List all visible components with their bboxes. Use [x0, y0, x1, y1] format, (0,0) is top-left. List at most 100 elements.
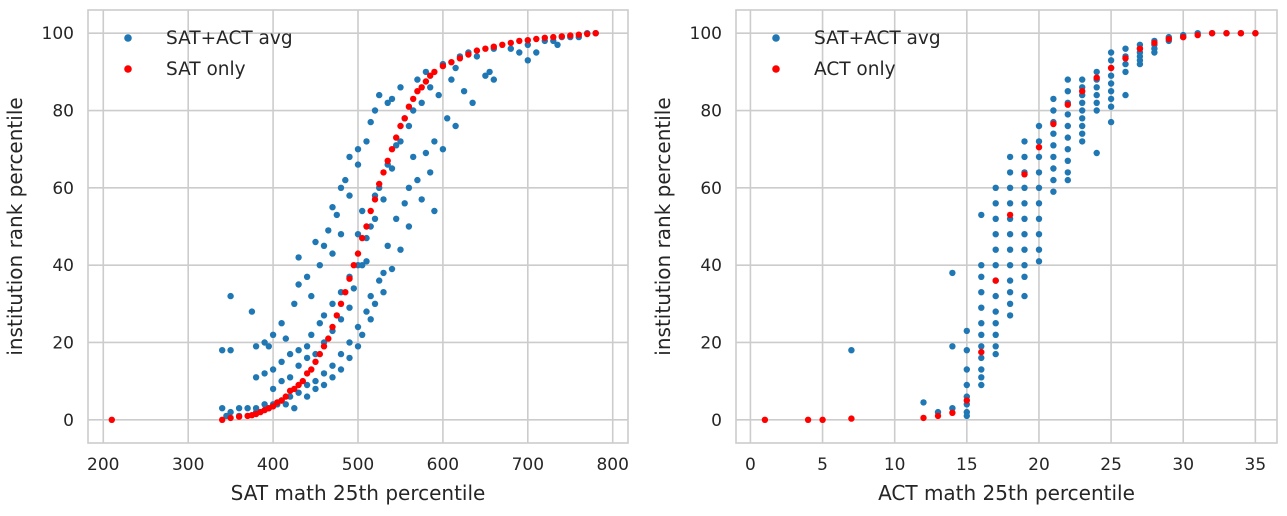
point-sat-act-avg	[363, 258, 370, 265]
point-only	[380, 169, 387, 176]
point-only	[384, 157, 391, 164]
point-only	[235, 413, 243, 420]
point-sat-act-avg	[337, 231, 345, 238]
point-sat-act-avg	[354, 343, 362, 350]
point-sat-act-avg	[1050, 130, 1057, 137]
point-sat-act-avg	[1050, 188, 1057, 195]
point-sat-act-avg	[303, 381, 311, 389]
point-sat-act-avg	[1035, 215, 1043, 222]
y-tick-labels: 0 20 40 60 80 100	[690, 24, 722, 431]
point-sat-act-avg	[282, 401, 289, 408]
point-sat-act-avg	[393, 142, 400, 149]
point-only	[1122, 55, 1129, 62]
point-sat-act-avg	[397, 138, 404, 145]
point-sat-act-avg	[1021, 292, 1028, 300]
point-sat-act-avg	[1064, 111, 1072, 118]
x-axis-title: SAT math 25th percentile	[231, 481, 486, 505]
y-tick-label: 100	[690, 24, 722, 44]
point-sat-act-avg	[1021, 184, 1028, 191]
point-sat-act-avg	[1122, 45, 1129, 52]
y-tick-label: 40	[52, 256, 74, 276]
point-sat-act-avg	[346, 153, 353, 161]
point-sat-act-avg	[303, 393, 311, 400]
point-sat-act-avg	[414, 76, 421, 83]
point-only	[363, 223, 370, 230]
y-tick-label: 60	[700, 179, 722, 199]
point-sat-act-avg	[1107, 88, 1115, 95]
point-sat-act-avg	[410, 153, 417, 161]
point-sat-act-avg	[261, 339, 268, 346]
point-sat-act-avg	[303, 273, 311, 280]
point-only	[963, 397, 970, 404]
point-sat-act-avg	[1006, 289, 1014, 296]
point-only	[1194, 31, 1201, 39]
y-tick-label: 40	[700, 256, 722, 276]
point-sat-act-avg	[320, 370, 328, 377]
point-sat-act-avg	[963, 381, 970, 389]
point-sat-act-avg	[1093, 149, 1100, 157]
point-only	[299, 377, 306, 385]
y-tick-label: 80	[52, 102, 74, 122]
point-sat-act-avg	[1035, 200, 1043, 207]
x-tick-label: 500	[342, 455, 374, 475]
point-sat-act-avg	[1021, 138, 1028, 145]
point-only	[1021, 171, 1028, 178]
point-sat-act-avg	[422, 68, 430, 76]
point-sat-act-avg	[963, 366, 970, 373]
point-sat-act-avg	[431, 207, 438, 215]
point-sat-act-avg	[359, 207, 366, 215]
point-sat-act-avg	[1035, 153, 1043, 161]
y-tick-label: 80	[700, 102, 722, 122]
point-sat-act-avg	[388, 265, 396, 273]
point-sat-act-avg	[346, 354, 353, 362]
point-sat-act-avg	[978, 374, 985, 381]
point-sat-act-avg	[1064, 157, 1072, 164]
point-sat-act-avg	[227, 347, 234, 354]
point-only	[371, 196, 379, 203]
point-sat-act-avg	[252, 343, 260, 350]
point-sat-act-avg	[978, 343, 985, 350]
point-sat-act-avg	[1021, 153, 1028, 161]
point-sat-act-avg	[384, 242, 391, 249]
point-sat-act-avg	[1021, 262, 1028, 269]
x-tick-label: 20	[1028, 455, 1050, 475]
point-sat-act-avg	[219, 347, 226, 354]
point-sat-act-avg	[405, 122, 413, 130]
point-only	[761, 416, 769, 423]
point-sat-act-avg	[337, 366, 345, 373]
point-sat-act-avg	[291, 300, 298, 307]
point-only	[405, 103, 413, 110]
point-sat-act-avg	[1079, 138, 1086, 145]
panel-act: 0 5 10 15 20 25 30 35 0 20 40 60 80 100 ACT math 25t…	[651, 9, 1278, 505]
point-only	[227, 414, 234, 422]
x-tick-label: 0	[745, 455, 756, 475]
point-sat-act-avg	[316, 262, 323, 269]
x-tick-labels: 0 5 10 15 20 25 30 35	[745, 455, 1266, 475]
point-only	[934, 412, 942, 420]
point-sat-act-avg	[1035, 169, 1043, 176]
point-sat-act-avg	[1035, 231, 1043, 238]
point-sat-act-avg	[286, 374, 294, 381]
scatter-points	[108, 30, 599, 423]
point-sat-act-avg	[992, 331, 999, 338]
point-sat-act-avg	[949, 269, 956, 277]
point-sat-act-avg	[261, 370, 268, 377]
point-sat-act-avg	[1079, 99, 1086, 107]
point-only	[819, 416, 826, 423]
point-only	[316, 350, 323, 358]
point-only	[350, 262, 357, 269]
point-sat-act-avg	[278, 358, 285, 365]
point-sat-act-avg	[1107, 95, 1115, 103]
point-only	[524, 37, 531, 44]
point-sat-act-avg	[1064, 134, 1072, 141]
point-sat-act-avg	[435, 91, 442, 99]
point-sat-act-avg	[286, 350, 294, 358]
point-only	[949, 409, 956, 416]
x-tick-label: 400	[257, 455, 289, 475]
point-sat-act-avg	[329, 300, 336, 307]
point-sat-act-avg	[308, 292, 315, 300]
point-sat-act-avg	[1050, 165, 1057, 172]
point-only	[414, 88, 421, 95]
point-sat-act-avg	[405, 184, 413, 191]
